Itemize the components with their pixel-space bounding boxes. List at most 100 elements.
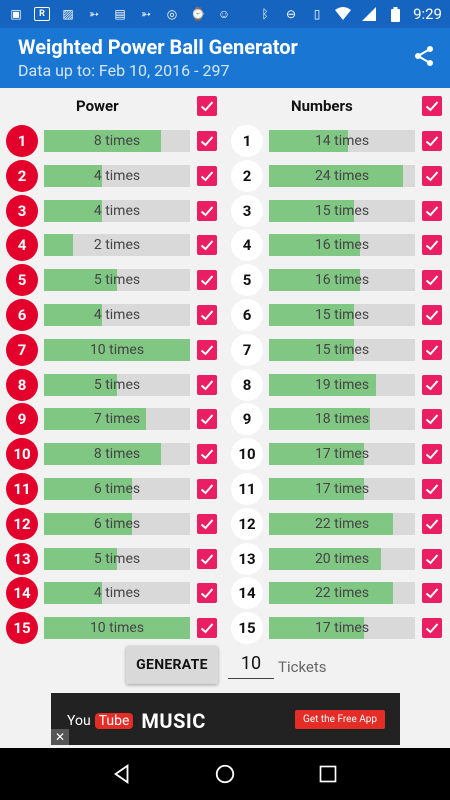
- frequency-fill: [269, 304, 354, 326]
- power-checkbox-4[interactable]: [197, 235, 217, 256]
- frequency-fill: [44, 304, 103, 326]
- power-ball-8: 8: [6, 368, 38, 401]
- frequency-fill: [269, 199, 354, 222]
- power-ball-15: 15: [6, 612, 38, 645]
- power-ball-10: 10: [6, 438, 38, 471]
- number-frequency-bar-12: 22 times: [269, 512, 415, 535]
- frequency-label: 22 times: [314, 585, 370, 602]
- number-ball-8: 8: [231, 368, 263, 401]
- power-checkbox-9[interactable]: [197, 409, 217, 430]
- vibrate-icon: ▯: [313, 7, 321, 21]
- number-checkbox-6[interactable]: [422, 305, 442, 325]
- power-frequency-bar-2: 4 times: [44, 164, 190, 187]
- number-ball-7: 7: [231, 333, 263, 366]
- number-checkbox-7[interactable]: [422, 339, 442, 360]
- number-frequency-bar-8: 19 times: [269, 373, 415, 396]
- number-checkbox-9[interactable]: [422, 409, 442, 430]
- ad-close-icon[interactable]: ✕: [51, 729, 69, 745]
- frequency-label: 4 times: [93, 585, 141, 602]
- number-checkbox-5[interactable]: [422, 270, 442, 291]
- power-checkbox-2[interactable]: [197, 165, 217, 186]
- frequency-label: 5 times: [93, 550, 141, 567]
- recents-icon[interactable]: [316, 762, 340, 786]
- power-checkbox-6[interactable]: [197, 305, 217, 325]
- number-frequency-bar-2: 24 times: [269, 164, 415, 187]
- power-checkbox-7[interactable]: [197, 339, 217, 360]
- home-icon[interactable]: [213, 762, 237, 786]
- frequency-label: 16 times: [314, 237, 370, 254]
- tickets-count-input[interactable]: 10: [228, 653, 274, 679]
- number-ball-9: 9: [231, 403, 263, 436]
- power-checkbox-15[interactable]: [197, 618, 217, 639]
- number-checkbox-10[interactable]: [422, 444, 442, 465]
- number-checkbox-14[interactable]: [422, 583, 442, 604]
- ad-get-app-button[interactable]: Get the Free App: [295, 710, 385, 729]
- number-frequency-bar-1: 14 times: [269, 130, 415, 152]
- frequency-fill: [269, 512, 394, 535]
- number-checkbox-2[interactable]: [422, 165, 442, 186]
- r-badge-icon: R: [34, 7, 50, 21]
- power-frequency-bar-6: 4 times: [44, 304, 190, 326]
- power-checkbox-11[interactable]: [197, 479, 217, 499]
- number-ball-3: 3: [231, 194, 263, 227]
- status-bar: ▣ R ▨ ➳ ▤ ➳ ◎ ⌚ ☺ ᛒ ⊖ ▯ 9:29: [0, 0, 450, 28]
- power-checkbox-10[interactable]: [197, 444, 217, 465]
- power-frequency-bar-9: 7 times: [44, 408, 190, 431]
- power-ball-14: 14: [6, 577, 38, 610]
- power-frequency-bar-4: 2 times: [44, 234, 190, 257]
- generate-button[interactable]: GENERATE: [126, 646, 218, 684]
- frequency-fill: [44, 338, 190, 361]
- power-frequency-bar-5: 5 times: [44, 269, 190, 292]
- number-checkbox-11[interactable]: [422, 479, 442, 499]
- watch-icon: ⌚: [190, 7, 206, 21]
- minus-circle-icon: ⊖: [286, 7, 297, 21]
- frequency-fill: [269, 547, 382, 570]
- back-icon[interactable]: [110, 762, 134, 786]
- number-checkbox-3[interactable]: [422, 200, 442, 221]
- ad-banner[interactable]: You Tube MUSIC Get the Free App ✕: [51, 693, 400, 745]
- number-frequency-bar-13: 20 times: [269, 547, 415, 570]
- bird-icon: ➳: [140, 7, 152, 21]
- numbers-column-header: Numbers: [291, 97, 353, 115]
- notification-icons: ▣ R ▨ ➳ ▤ ➳ ◎ ⌚ ☺: [8, 7, 257, 21]
- number-checkbox-15[interactable]: [422, 618, 442, 639]
- numbers-select-all-checkbox[interactable]: [422, 96, 442, 116]
- frequency-fill: [44, 199, 103, 222]
- system-icons: ᛒ ⊖ ▯ 9:29: [257, 5, 442, 23]
- frequency-label: 4 times: [93, 202, 141, 219]
- number-checkbox-12[interactable]: [422, 513, 442, 534]
- number-checkbox-1[interactable]: [422, 131, 442, 151]
- power-frequency-bar-8: 5 times: [44, 373, 190, 396]
- power-ball-3: 3: [6, 194, 38, 227]
- power-select-all-checkbox[interactable]: [197, 96, 217, 116]
- frequency-label: 6 times: [93, 481, 141, 497]
- number-frequency-bar-11: 17 times: [269, 478, 415, 500]
- frequency-fill: [44, 512, 132, 535]
- frequency-label: 15 times: [314, 341, 370, 358]
- power-ball-5: 5: [6, 264, 38, 297]
- power-checkbox-3[interactable]: [197, 200, 217, 221]
- share-icon[interactable]: [412, 44, 436, 68]
- power-checkbox-8[interactable]: [197, 374, 217, 395]
- number-frequency-bar-6: 15 times: [269, 304, 415, 326]
- frequency-fill: [269, 408, 370, 431]
- power-checkbox-12[interactable]: [197, 513, 217, 534]
- bluetooth-icon: ᛒ: [261, 7, 269, 21]
- power-checkbox-13[interactable]: [197, 548, 217, 569]
- power-checkbox-5[interactable]: [197, 270, 217, 291]
- frequency-fill: [44, 408, 147, 431]
- power-checkbox-1[interactable]: [197, 131, 217, 151]
- power-frequency-bar-7: 10 times: [44, 338, 190, 361]
- number-checkbox-13[interactable]: [422, 548, 442, 569]
- number-checkbox-4[interactable]: [422, 235, 442, 256]
- frequency-label: 4 times: [93, 167, 141, 184]
- number-checkbox-8[interactable]: [422, 374, 442, 395]
- app-bar: Weighted Power Ball Generator Data up to…: [0, 28, 450, 88]
- frequency-label: 17 times: [314, 481, 370, 497]
- frequency-label: 15 times: [314, 202, 370, 219]
- power-checkbox-14[interactable]: [197, 583, 217, 604]
- frequency-label: 10 times: [89, 620, 145, 637]
- frequency-fill: [269, 234, 360, 257]
- youtube-tube-text: Tube: [94, 713, 134, 729]
- frequency-fill: [269, 269, 360, 292]
